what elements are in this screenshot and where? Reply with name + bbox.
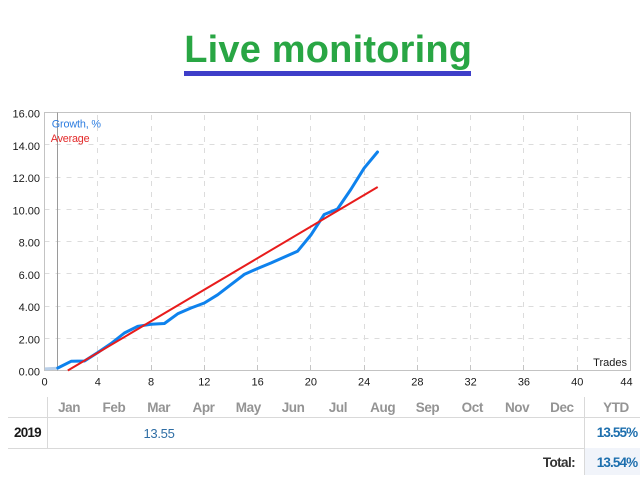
svg-text:Average: Average bbox=[51, 133, 90, 145]
svg-text:4: 4 bbox=[95, 377, 101, 389]
svg-text:8.00: 8.00 bbox=[19, 238, 40, 250]
svg-text:16: 16 bbox=[251, 377, 263, 389]
svg-text:16.00: 16.00 bbox=[12, 109, 40, 121]
svg-text:12: 12 bbox=[198, 377, 210, 389]
svg-text:44: 44 bbox=[620, 377, 632, 389]
svg-text:4.00: 4.00 bbox=[19, 302, 40, 314]
svg-text:32: 32 bbox=[465, 377, 477, 389]
svg-text:8: 8 bbox=[148, 377, 154, 389]
svg-text:6.00: 6.00 bbox=[19, 270, 40, 282]
svg-text:2.00: 2.00 bbox=[19, 334, 40, 346]
svg-text:28: 28 bbox=[411, 377, 423, 389]
svg-text:Growth, %: Growth, % bbox=[52, 119, 102, 131]
svg-text:0: 0 bbox=[41, 377, 47, 389]
svg-text:Trades: Trades bbox=[593, 357, 627, 369]
svg-text:10.00: 10.00 bbox=[12, 205, 40, 217]
svg-text:14.00: 14.00 bbox=[12, 141, 40, 153]
svg-text:24: 24 bbox=[358, 377, 370, 389]
svg-text:0.00: 0.00 bbox=[19, 367, 40, 379]
svg-text:36: 36 bbox=[518, 377, 530, 389]
svg-text:12.00: 12.00 bbox=[12, 173, 40, 185]
svg-text:20: 20 bbox=[305, 377, 317, 389]
svg-text:40: 40 bbox=[571, 377, 583, 389]
